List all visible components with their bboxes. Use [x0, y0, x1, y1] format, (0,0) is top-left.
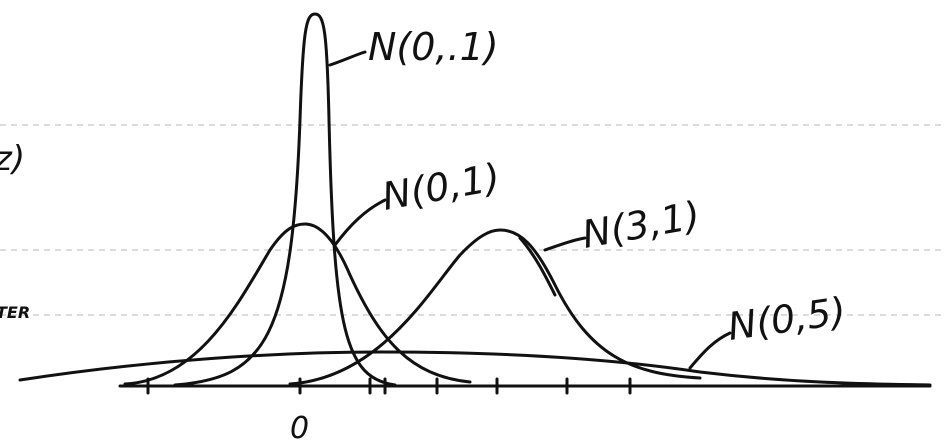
margin-note: TER [0, 303, 30, 322]
pointer-wide [688, 331, 732, 370]
curve-shifted-overdraw [518, 236, 557, 297]
label-standard: N(0,1) [379, 155, 503, 219]
label-shifted: N(3,1) [579, 193, 703, 257]
label-narrow: N(0,.1) [368, 25, 499, 69]
margin-note: z) [0, 139, 25, 179]
label-wide: N(0,5) [725, 289, 848, 349]
axis-origin-label: 0 [290, 411, 309, 446]
curve-standard [123, 222, 472, 386]
pointer-shifted [543, 236, 587, 252]
curve-shifted [288, 228, 702, 386]
curve-narrow [173, 12, 397, 387]
pointer-standard [333, 198, 387, 247]
curve-wide [18, 350, 932, 387]
pointer-narrow [328, 50, 367, 67]
